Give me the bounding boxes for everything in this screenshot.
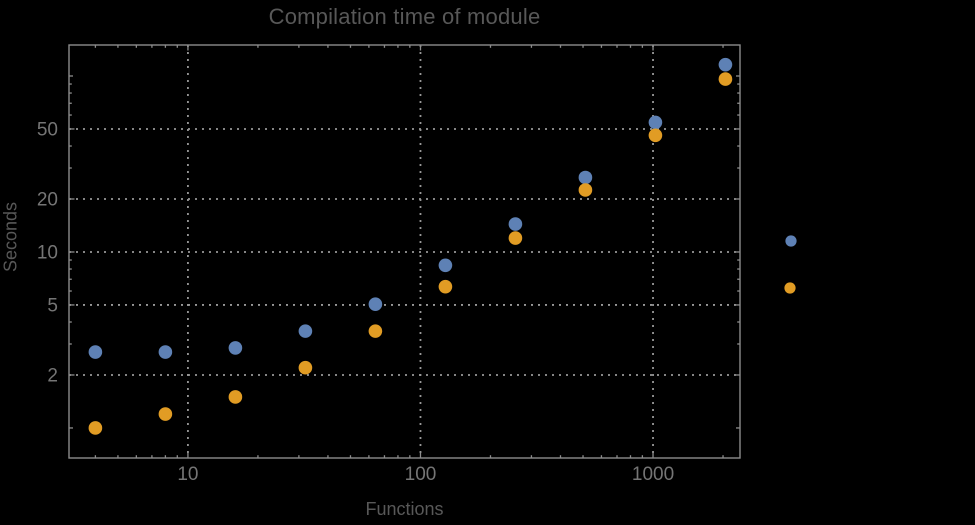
legend-marker-series-2 xyxy=(784,282,796,294)
series-2-point xyxy=(648,128,663,143)
series-1-point xyxy=(158,345,173,359)
series-1-point xyxy=(368,297,383,311)
series-1-point xyxy=(88,345,103,359)
series-1-point xyxy=(578,170,593,185)
series-2-point xyxy=(158,407,173,421)
y-tick-label: 20 xyxy=(37,189,58,210)
series-2-point xyxy=(718,72,733,86)
x-tick-label: 10 xyxy=(177,464,198,485)
series-1-point xyxy=(298,324,313,338)
series-2-point xyxy=(438,279,453,294)
series-1-point xyxy=(438,258,453,273)
series-2-point xyxy=(368,324,383,338)
x-axis-label: Functions xyxy=(365,499,444,519)
chart-title: Compilation time of module xyxy=(268,4,541,29)
series-2-point xyxy=(228,390,243,404)
x-tick-label: 100 xyxy=(405,464,437,485)
x-tick-label: 1000 xyxy=(632,464,674,485)
y-tick-label: 10 xyxy=(37,242,58,263)
series-2-point xyxy=(88,421,103,435)
y-tick-label: 50 xyxy=(37,119,58,140)
series-1-point xyxy=(228,341,243,355)
y-axis-label: Seconds xyxy=(0,201,21,273)
series-1-point xyxy=(718,57,733,72)
legend-marker-series-1 xyxy=(785,235,797,247)
y-tick-label: 5 xyxy=(47,295,58,316)
series-2-point xyxy=(578,183,593,197)
series-2-point xyxy=(298,360,313,375)
series-2-point xyxy=(508,231,523,245)
series-1-point xyxy=(648,115,663,130)
y-tick-label: 2 xyxy=(47,365,58,386)
series-1-point xyxy=(508,217,523,231)
plot-frame xyxy=(68,44,741,459)
